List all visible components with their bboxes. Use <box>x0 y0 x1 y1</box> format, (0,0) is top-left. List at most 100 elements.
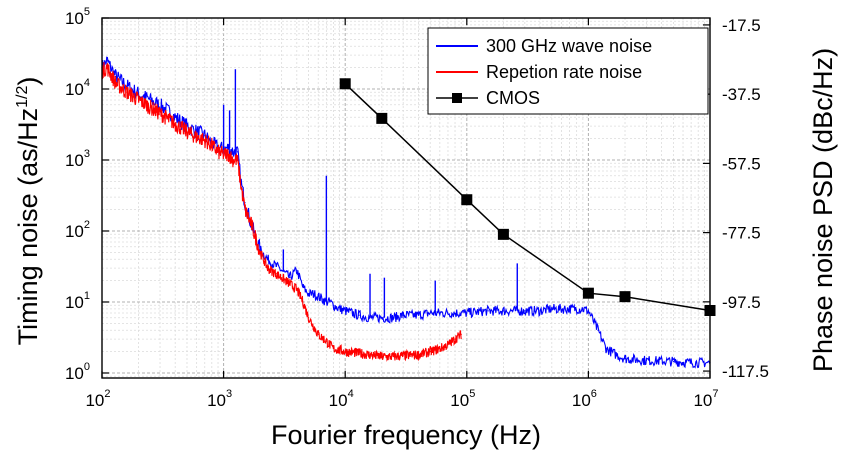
series-0-point <box>551 308 553 310</box>
cmos-marker <box>497 228 509 240</box>
cmos-marker <box>582 287 594 299</box>
series-1-point <box>369 354 371 356</box>
cmos-marker <box>376 112 388 124</box>
x-tick-base: 10 <box>572 391 591 410</box>
x-tick-label: 104 <box>329 388 354 410</box>
series-0-point <box>568 308 571 310</box>
y-tick-label: 104 <box>65 77 90 99</box>
series-0-point <box>392 317 395 319</box>
series-1-point <box>325 340 327 342</box>
series-1-point <box>266 267 269 269</box>
series-1-point <box>259 251 261 253</box>
series-0-point <box>672 360 674 363</box>
series-0-point <box>381 317 383 319</box>
series-0-point <box>275 265 277 267</box>
y2-axis-title: Phase noise PSD (dBc/Hz) <box>808 48 838 372</box>
cmos-marker <box>461 194 473 206</box>
series-0-point <box>296 269 298 271</box>
series-0-point <box>266 258 269 260</box>
series-0-point <box>174 116 176 118</box>
series-0-point <box>339 308 341 310</box>
series-0-point <box>466 312 468 314</box>
y-tick-exp: 4 <box>84 77 90 89</box>
series-0-point <box>417 314 420 316</box>
x-tick-base: 10 <box>85 391 104 410</box>
x-tick-exp: 5 <box>469 388 475 400</box>
series-1-point <box>381 356 383 358</box>
y-tick-base: 10 <box>65 9 84 28</box>
series-1-point <box>275 273 277 275</box>
series-1-point <box>240 187 242 189</box>
x-tick-labels: 102 103 104 105 106 107 <box>85 388 718 410</box>
series-1-point <box>454 338 456 340</box>
series-0-point <box>597 329 599 331</box>
legend-label-cmos: CMOS <box>486 88 540 108</box>
series-1-point <box>392 356 395 358</box>
y-tick-label: 103 <box>65 148 90 170</box>
y2-tick-label: -77.5 <box>722 224 761 243</box>
y2-tick-label: -97.5 <box>722 293 761 312</box>
series-1-point <box>296 288 298 291</box>
legend-marker-cmos <box>452 93 462 103</box>
y-tick-base: 10 <box>65 80 84 99</box>
series-1-point <box>186 131 188 133</box>
y2-tick-label: -37.5 <box>722 85 761 104</box>
x-tick-base: 10 <box>329 391 348 410</box>
x-tick-label: 102 <box>85 388 110 410</box>
series-1-point <box>223 153 225 155</box>
y-axis-title-end: ) <box>13 77 43 86</box>
y2-tick-labels: -17.5 -37.5 -57.5 -77.5 -97.5 -117.5 <box>722 16 769 381</box>
series-0-point <box>307 293 310 295</box>
series-1-point <box>332 348 335 350</box>
y-tick-exp: 0 <box>84 361 90 373</box>
series-1-trace <box>101 62 462 362</box>
x-tick-exp: 7 <box>712 388 718 400</box>
y-tick-base: 10 <box>65 364 84 383</box>
series-0-point <box>587 310 590 312</box>
series-1-point <box>126 91 128 93</box>
series-0-point <box>358 314 360 316</box>
y-tick-exp: 3 <box>84 148 90 160</box>
x-tick-base: 10 <box>693 391 712 410</box>
series-1-point <box>115 82 117 84</box>
y-axis-title: Timing noise (as/Hz1/2) <box>13 77 43 346</box>
series-1-point <box>149 106 151 109</box>
y-axis-title-main: Timing noise (as/Hz <box>13 108 43 346</box>
y-tick-exp: 2 <box>84 219 90 231</box>
series-1-point <box>244 209 246 211</box>
series-0-point <box>429 312 431 314</box>
series-1-point <box>358 352 360 354</box>
legend-label-red: Repetion rate noise <box>486 62 642 82</box>
series-0-point <box>624 357 626 360</box>
series-0-point <box>329 301 331 303</box>
series-0-point <box>313 293 315 295</box>
series-1-point <box>402 355 404 357</box>
series-0-point <box>289 277 291 279</box>
cmos-marker <box>339 78 351 90</box>
series-1-point <box>196 136 198 138</box>
series-1-point <box>217 151 219 153</box>
series-0-point <box>126 85 128 87</box>
series-1-point <box>251 224 253 226</box>
x-tick-label: 103 <box>207 388 232 410</box>
series-1-point <box>174 123 176 125</box>
series-0-point <box>605 348 607 350</box>
series-1-point <box>317 333 319 335</box>
series-0-point <box>204 135 206 137</box>
y-tick-label: 101 <box>65 290 90 312</box>
y2-tick-label: -17.5 <box>722 16 761 35</box>
series-1-point <box>211 144 213 147</box>
series-0-point <box>615 354 618 356</box>
series-0-point <box>447 312 449 314</box>
y2-tick-label: -117.5 <box>722 362 769 381</box>
series-0-point <box>487 310 489 312</box>
y-tick-base: 10 <box>65 222 84 241</box>
x-tick-exp: 3 <box>226 388 232 400</box>
legend-label-blue: 300 GHz wave noise <box>486 36 652 56</box>
series-1-line <box>101 62 462 362</box>
series-0-point <box>106 60 108 62</box>
series-1-point <box>232 159 234 161</box>
series-1-point <box>460 333 462 335</box>
series-0-point <box>332 304 335 306</box>
